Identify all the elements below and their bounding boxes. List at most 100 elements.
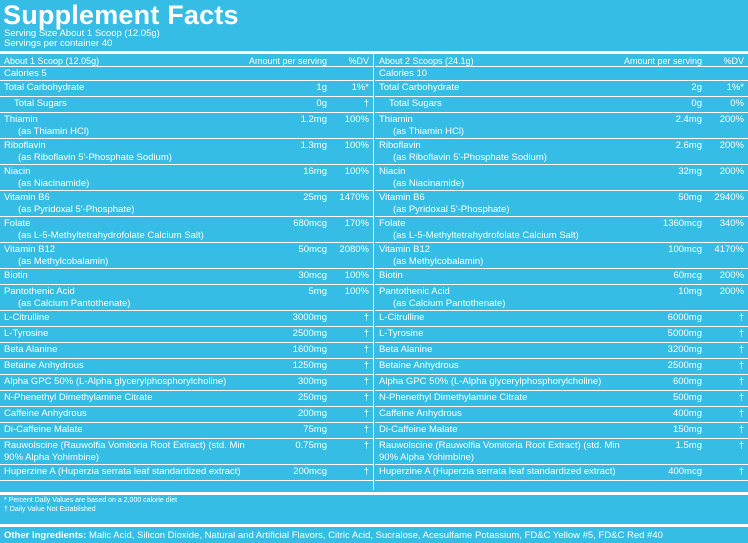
nutrient-amount: 5000mg <box>667 328 702 339</box>
nutrient-row: Huperzine A (Huperzia serrata leaf stand… <box>0 465 373 481</box>
nutrient-dv: † <box>363 392 369 403</box>
nutrient-source: (as Calcium Pantothenate) <box>393 298 506 309</box>
nutrient-name: Vitamin B12 <box>4 244 56 255</box>
nutrient-dv: † <box>363 328 369 339</box>
nutrient-name: Betaine Anhydrous <box>4 360 84 371</box>
nutrient-name: N-Phenethyl Dimethylamine Citrate <box>379 392 528 403</box>
nutrient-name: Niacin <box>379 166 406 177</box>
nutrient-dv: 4170% <box>714 244 744 255</box>
nutrient-row: Niacin (as Niacinamide) 32mg 200% <box>375 165 748 191</box>
nutrient-row: Riboflavin (as Riboflavin 5'-Phosphate So… <box>0 139 373 165</box>
nutrient-amount: 0.75mg <box>295 440 327 451</box>
nutrient-amount: 500mg <box>672 392 702 403</box>
nutrient-name: Rauwolscine (Rauwolfia Vomitoria Root Ex… <box>4 440 245 463</box>
nutrient-amount: 300mg <box>297 376 327 387</box>
nutrient-name: Alpha GPC 50% (L-Alpha glycerylphosphory… <box>379 376 602 387</box>
nutrient-source: (as Methylcobalamin) <box>18 256 109 267</box>
nutrient-amount: 2.6mg <box>675 140 702 151</box>
nutrient-dv: † <box>738 376 744 387</box>
nutrient-row: L-Tyrosine 2500mg † <box>0 327 373 343</box>
nutrient-amount: 32mg <box>678 166 702 177</box>
nutrient-dv: 2940% <box>714 192 744 203</box>
nutrient-row: Vitamin B6 (as Pyridoxal 5'-Phosphate) 25m… <box>0 191 373 217</box>
nutrient-dv: 200% <box>719 270 744 281</box>
nutrient-source: (as Riboflavin 5'-Phosphate Sodium) <box>393 152 547 163</box>
serving-size: Serving Size About 1 Scoop (12.05g) <box>4 28 160 39</box>
nutrient-amount: 3000mg <box>292 312 327 323</box>
nutrient-name: Beta Alanine <box>4 344 58 355</box>
nutrient-dv: 100% <box>344 140 369 151</box>
nutrient-dv: 200% <box>719 286 744 297</box>
nutrient-row: Di-Caffeine Malate 75mg † <box>0 423 373 439</box>
bottom-thick-rule <box>0 492 748 495</box>
nutrient-dv: † <box>363 376 369 387</box>
nutrient-amount: 1g <box>316 82 327 93</box>
nutrient-dv: 2080% <box>339 244 369 255</box>
amount-header: Amount per serving <box>248 56 327 66</box>
nutrient-amount: 30mcg <box>298 270 327 281</box>
nutrient-source: (as Thiamin HCl) <box>393 126 465 137</box>
nutrient-row: N-Phenethyl Dimethylamine Citrate 500mg † <box>375 391 748 407</box>
nutrient-name: Biotin <box>4 270 28 281</box>
nutrient-row: Caffeine Anhydrous 200mg † <box>0 407 373 423</box>
nutrient-dv: † <box>363 466 369 477</box>
nutrient-row: Vitamin B12 (as Methylcobalamin) 100mcg 417… <box>375 243 748 269</box>
nutrient-amount: 60mcg <box>673 270 702 281</box>
nutrient-amount: 25mg <box>303 192 327 203</box>
nutrient-name: Folate <box>379 218 406 229</box>
panel-title: Supplement Facts <box>3 0 239 30</box>
nutrient-dv: 200% <box>719 114 744 125</box>
nutrient-name: Di-Caffeine Malate <box>379 424 458 435</box>
nutrient-dv: 100% <box>344 286 369 297</box>
nutrient-name: Caffeine Anhydrous <box>4 408 87 419</box>
nutrient-name: Huperzine A (Huperzia serrata leaf stand… <box>4 466 241 477</box>
nutrient-dv: † <box>363 424 369 435</box>
nutrient-name: Niacin <box>4 166 31 177</box>
nutrient-row: Folate (as L-5-Methyltetrahydrofolate Cal… <box>0 217 373 243</box>
nutrient-amount: 16mg <box>303 166 327 177</box>
column-two-scoops: About 2 Scoops (24.1g) Amount per serving… <box>375 54 748 481</box>
footer-thick-rule <box>0 524 748 527</box>
nutrient-amount: 2500mg <box>292 328 327 339</box>
calories-row: Calories 10 <box>375 67 748 81</box>
nutrient-row: Riboflavin (as Riboflavin 5'-Phosphate So… <box>375 139 748 165</box>
nutrient-row: Total Sugars 0g 0% <box>375 97 748 113</box>
nutrient-dv: † <box>363 344 369 355</box>
nutrient-name: Beta Alanine <box>379 344 433 355</box>
nutrient-dv: † <box>738 344 744 355</box>
nutrient-dv: 170% <box>344 218 369 229</box>
nutrient-source: (as Pyridoxal 5'-Phosphate) <box>18 204 135 215</box>
column-divider <box>373 54 374 490</box>
nutrient-row: L-Tyrosine 5000mg † <box>375 327 748 343</box>
dv-header: %DV <box>723 56 744 66</box>
nutrient-name: L-Tyrosine <box>379 328 424 339</box>
nutrient-row: Di-Caffeine Malate 150mg † <box>375 423 748 439</box>
nutrient-dv: † <box>363 360 369 371</box>
nutrient-name: Total Carbohydrate <box>4 82 85 93</box>
column-one-scoop: About 1 Scoop (12.05g) Amount per serving… <box>0 54 373 481</box>
nutrient-dv: † <box>363 408 369 419</box>
nutrient-name: Caffeine Anhydrous <box>379 408 462 419</box>
nutrient-source: (as Calcium Pantothenate) <box>18 298 131 309</box>
nutrient-amount: 1360mcg <box>662 218 702 229</box>
nutrient-dv: 340% <box>719 218 744 229</box>
top-thick-rule <box>0 51 748 54</box>
nutrient-name: Vitamin B12 <box>379 244 431 255</box>
nutrient-row: Thiamin (as Thiamin HCl) 1.2mg 100% <box>0 113 373 139</box>
nutrient-dv: † <box>738 312 744 323</box>
column-header-row: About 1 Scoop (12.05g) Amount per serving… <box>0 54 373 67</box>
nutrient-source: (as Thiamin HCl) <box>18 126 90 137</box>
nutrient-dv: † <box>363 312 369 323</box>
nutrient-amount: 250mg <box>297 392 327 403</box>
nutrient-dv: 100% <box>344 270 369 281</box>
nutrient-row: Betaine Anhydrous 1250mg † <box>0 359 373 375</box>
other-ingredients-label: Other Ingredients: <box>4 530 87 541</box>
nutrient-amount: 150mg <box>672 424 702 435</box>
nutrient-dv: † <box>363 98 369 109</box>
nutrient-name: Betaine Anhydrous <box>379 360 459 371</box>
nutrient-row: Huperzine A (Huperzia serrata leaf stand… <box>375 465 748 481</box>
nutrient-dv: † <box>738 466 744 477</box>
nutrient-row: Pantothenic Acid (as Calcium Pantothenate… <box>0 285 373 311</box>
nutrient-row: Beta Alanine 1600mg † <box>0 343 373 359</box>
nutrient-dv: 1%* <box>351 82 369 93</box>
